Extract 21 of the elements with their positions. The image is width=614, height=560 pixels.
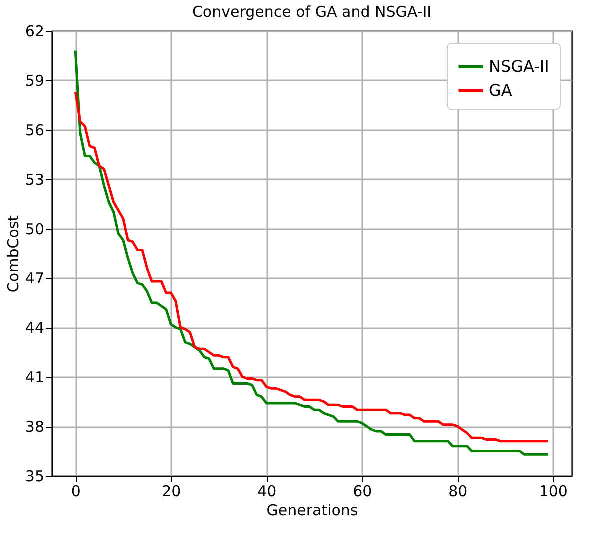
y-tick-label: 41	[25, 368, 44, 387]
x-tick-label: 40	[258, 482, 277, 500]
y-tick-label: 47	[25, 270, 44, 288]
x-tick-label: 0	[71, 482, 81, 500]
legend-label: GA	[489, 81, 512, 100]
x-tick-label: 100	[539, 482, 568, 500]
chart-title: Convergence of GA and NSGA-II	[192, 3, 432, 21]
y-tick-label: 53	[25, 170, 44, 189]
y-tick-label: 38	[25, 418, 44, 436]
y-tick-label: 35	[25, 468, 44, 486]
x-tick-label: 20	[162, 482, 182, 500]
x-axis-title: Generations	[266, 502, 358, 520]
y-tick-label: 62	[25, 22, 44, 40]
x-tick-label: 80	[448, 482, 468, 500]
y-tick-label: 56	[25, 121, 44, 140]
legend-label: NSGA-II	[489, 57, 550, 76]
y-tick-label: 59	[25, 72, 44, 90]
y-axis-title: CombCost	[4, 215, 22, 293]
y-tick-label: 44	[25, 319, 44, 338]
y-tick-label: 50	[25, 220, 44, 238]
x-tick-label: 60	[353, 482, 372, 500]
